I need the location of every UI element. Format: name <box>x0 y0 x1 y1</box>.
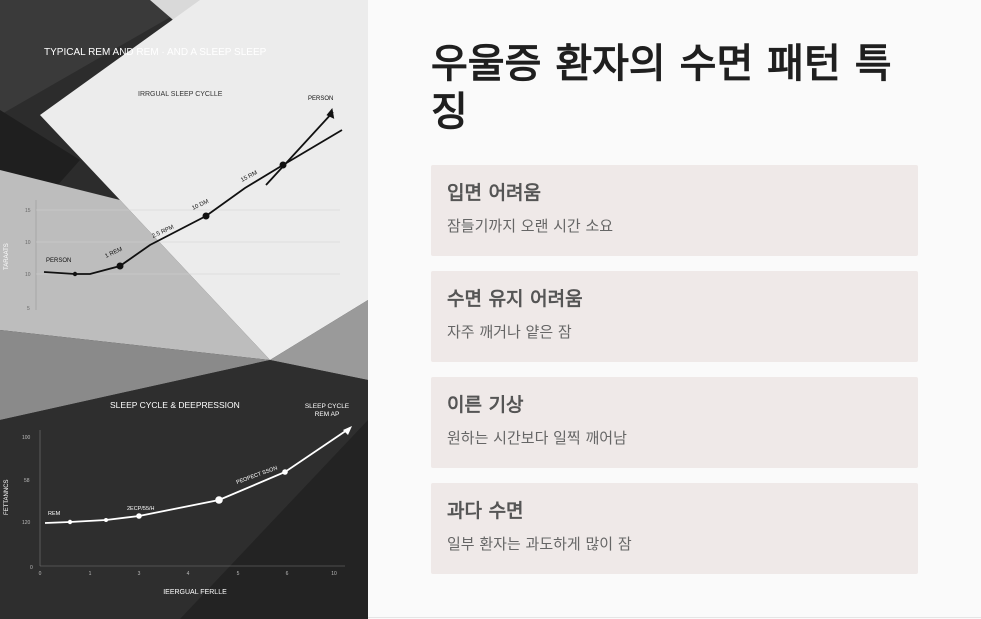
bottom-xtick: 0 <box>39 571 42 577</box>
bottom-chart-xticks: 0 1 3 4 5 6 10 <box>39 571 337 577</box>
top-label-person-start: PERSON <box>46 258 71 264</box>
symptom-card: 수면 유지 어려움 자주 깨거나 얕은 잠 <box>431 271 918 362</box>
symptom-card-title: 이른 기상 <box>447 394 524 416</box>
top-chart-arrowhead <box>326 108 335 119</box>
bottom-label-mid: 2ECP/55/H <box>127 506 155 512</box>
symptom-card-description: 잠들기까지 오랜 시간 소요 <box>447 217 614 235</box>
bottom-chart-ylabel: FETTANNCS <box>4 479 10 515</box>
symptom-card-list: 입면 어려움 잠들기까지 오랜 시간 소요 수면 유지 어려움 자주 깨거나 얕… <box>431 165 918 574</box>
symptom-card-description: 일부 환자는 과도하게 많이 잠 <box>447 535 632 553</box>
bottom-chart-points <box>67 469 288 525</box>
top-chart-subtitle: IRRGUAL SLEEP CYCLLE <box>138 91 223 98</box>
top-ytick: 10 <box>25 240 31 246</box>
bg-facet-e <box>0 170 270 360</box>
symptom-card: 입면 어려움 잠들기까지 오랜 시간 소요 <box>431 165 918 256</box>
symptom-card: 과다 수면 일부 환자는 과도하게 많이 잠 <box>431 483 918 574</box>
bg-facet-f <box>0 330 270 420</box>
bottom-corner-label-1: SLEEP CYCLE <box>305 403 350 410</box>
symptom-card-description: 자주 깨거나 얕은 잠 <box>447 323 572 341</box>
top-chart-points <box>72 161 287 277</box>
bottom-xtick: 3 <box>138 571 141 577</box>
symptom-card-title: 입면 어려움 <box>447 182 542 204</box>
bg-facet-i <box>180 420 368 619</box>
symptom-card-description: 원하는 시간보다 일찍 깨어남 <box>447 429 627 447</box>
bottom-chart-xlabel: IEERGUAL FERLLE <box>163 589 227 596</box>
top-chart-line <box>43 129 343 275</box>
bg-facet-d <box>40 0 368 360</box>
page-title: 우울증 환자의 수면 패턴 특징 <box>431 41 892 135</box>
top-label-person-end: PERSON <box>308 96 333 102</box>
bg-facet-g <box>270 300 368 380</box>
top-ytick: 5 <box>27 306 30 312</box>
bottom-xtick: 5 <box>237 571 240 577</box>
bottom-ytick: 0 <box>30 565 33 571</box>
bottom-xtick: 4 <box>187 571 190 577</box>
illustration-svg: TYPICAL REM AND REM · AND A SLEEP SLEEP … <box>0 0 368 619</box>
bottom-label-start: REM <box>48 511 61 517</box>
bottom-xtick: 1 <box>89 571 92 577</box>
top-chart-yticks: 15 10 10 5 <box>25 208 31 312</box>
top-chart-title: TYPICAL REM AND REM · AND A SLEEP SLEEP <box>44 47 267 58</box>
top-chart-arrow-line <box>265 111 334 186</box>
bottom-chart-arrowhead <box>343 426 352 435</box>
bottom-xtick: 6 <box>286 571 289 577</box>
top-ytick: 15 <box>25 208 31 214</box>
bottom-ytick: 120 <box>22 520 31 526</box>
bottom-chart-yticks: 100 58 120 0 <box>22 435 33 571</box>
top-chart-ylabel: TARAATS <box>4 243 10 270</box>
bottom-ytick: 100 <box>22 435 31 441</box>
sleep-chart-illustration: TYPICAL REM AND REM · AND A SLEEP SLEEP … <box>0 0 368 619</box>
symptom-card-title: 과다 수면 <box>447 500 524 522</box>
bottom-xtick: 10 <box>331 571 337 577</box>
bottom-chart-title: SLEEP CYCLE & DEEPRESSION <box>110 400 240 410</box>
bottom-divider <box>368 617 981 618</box>
bottom-ytick: 58 <box>24 478 30 484</box>
bg-facet-a <box>0 0 200 115</box>
content-panel: 우울증 환자의 수면 패턴 특징 입면 어려움 잠들기까지 오랜 시간 소요 수… <box>431 40 918 589</box>
symptom-card: 이른 기상 원하는 시간보다 일찍 깨어남 <box>431 377 918 468</box>
top-ytick: 10 <box>25 272 31 278</box>
bottom-corner-label-2: REM AP <box>315 411 340 418</box>
symptom-card-title: 수면 유지 어려움 <box>447 288 583 310</box>
